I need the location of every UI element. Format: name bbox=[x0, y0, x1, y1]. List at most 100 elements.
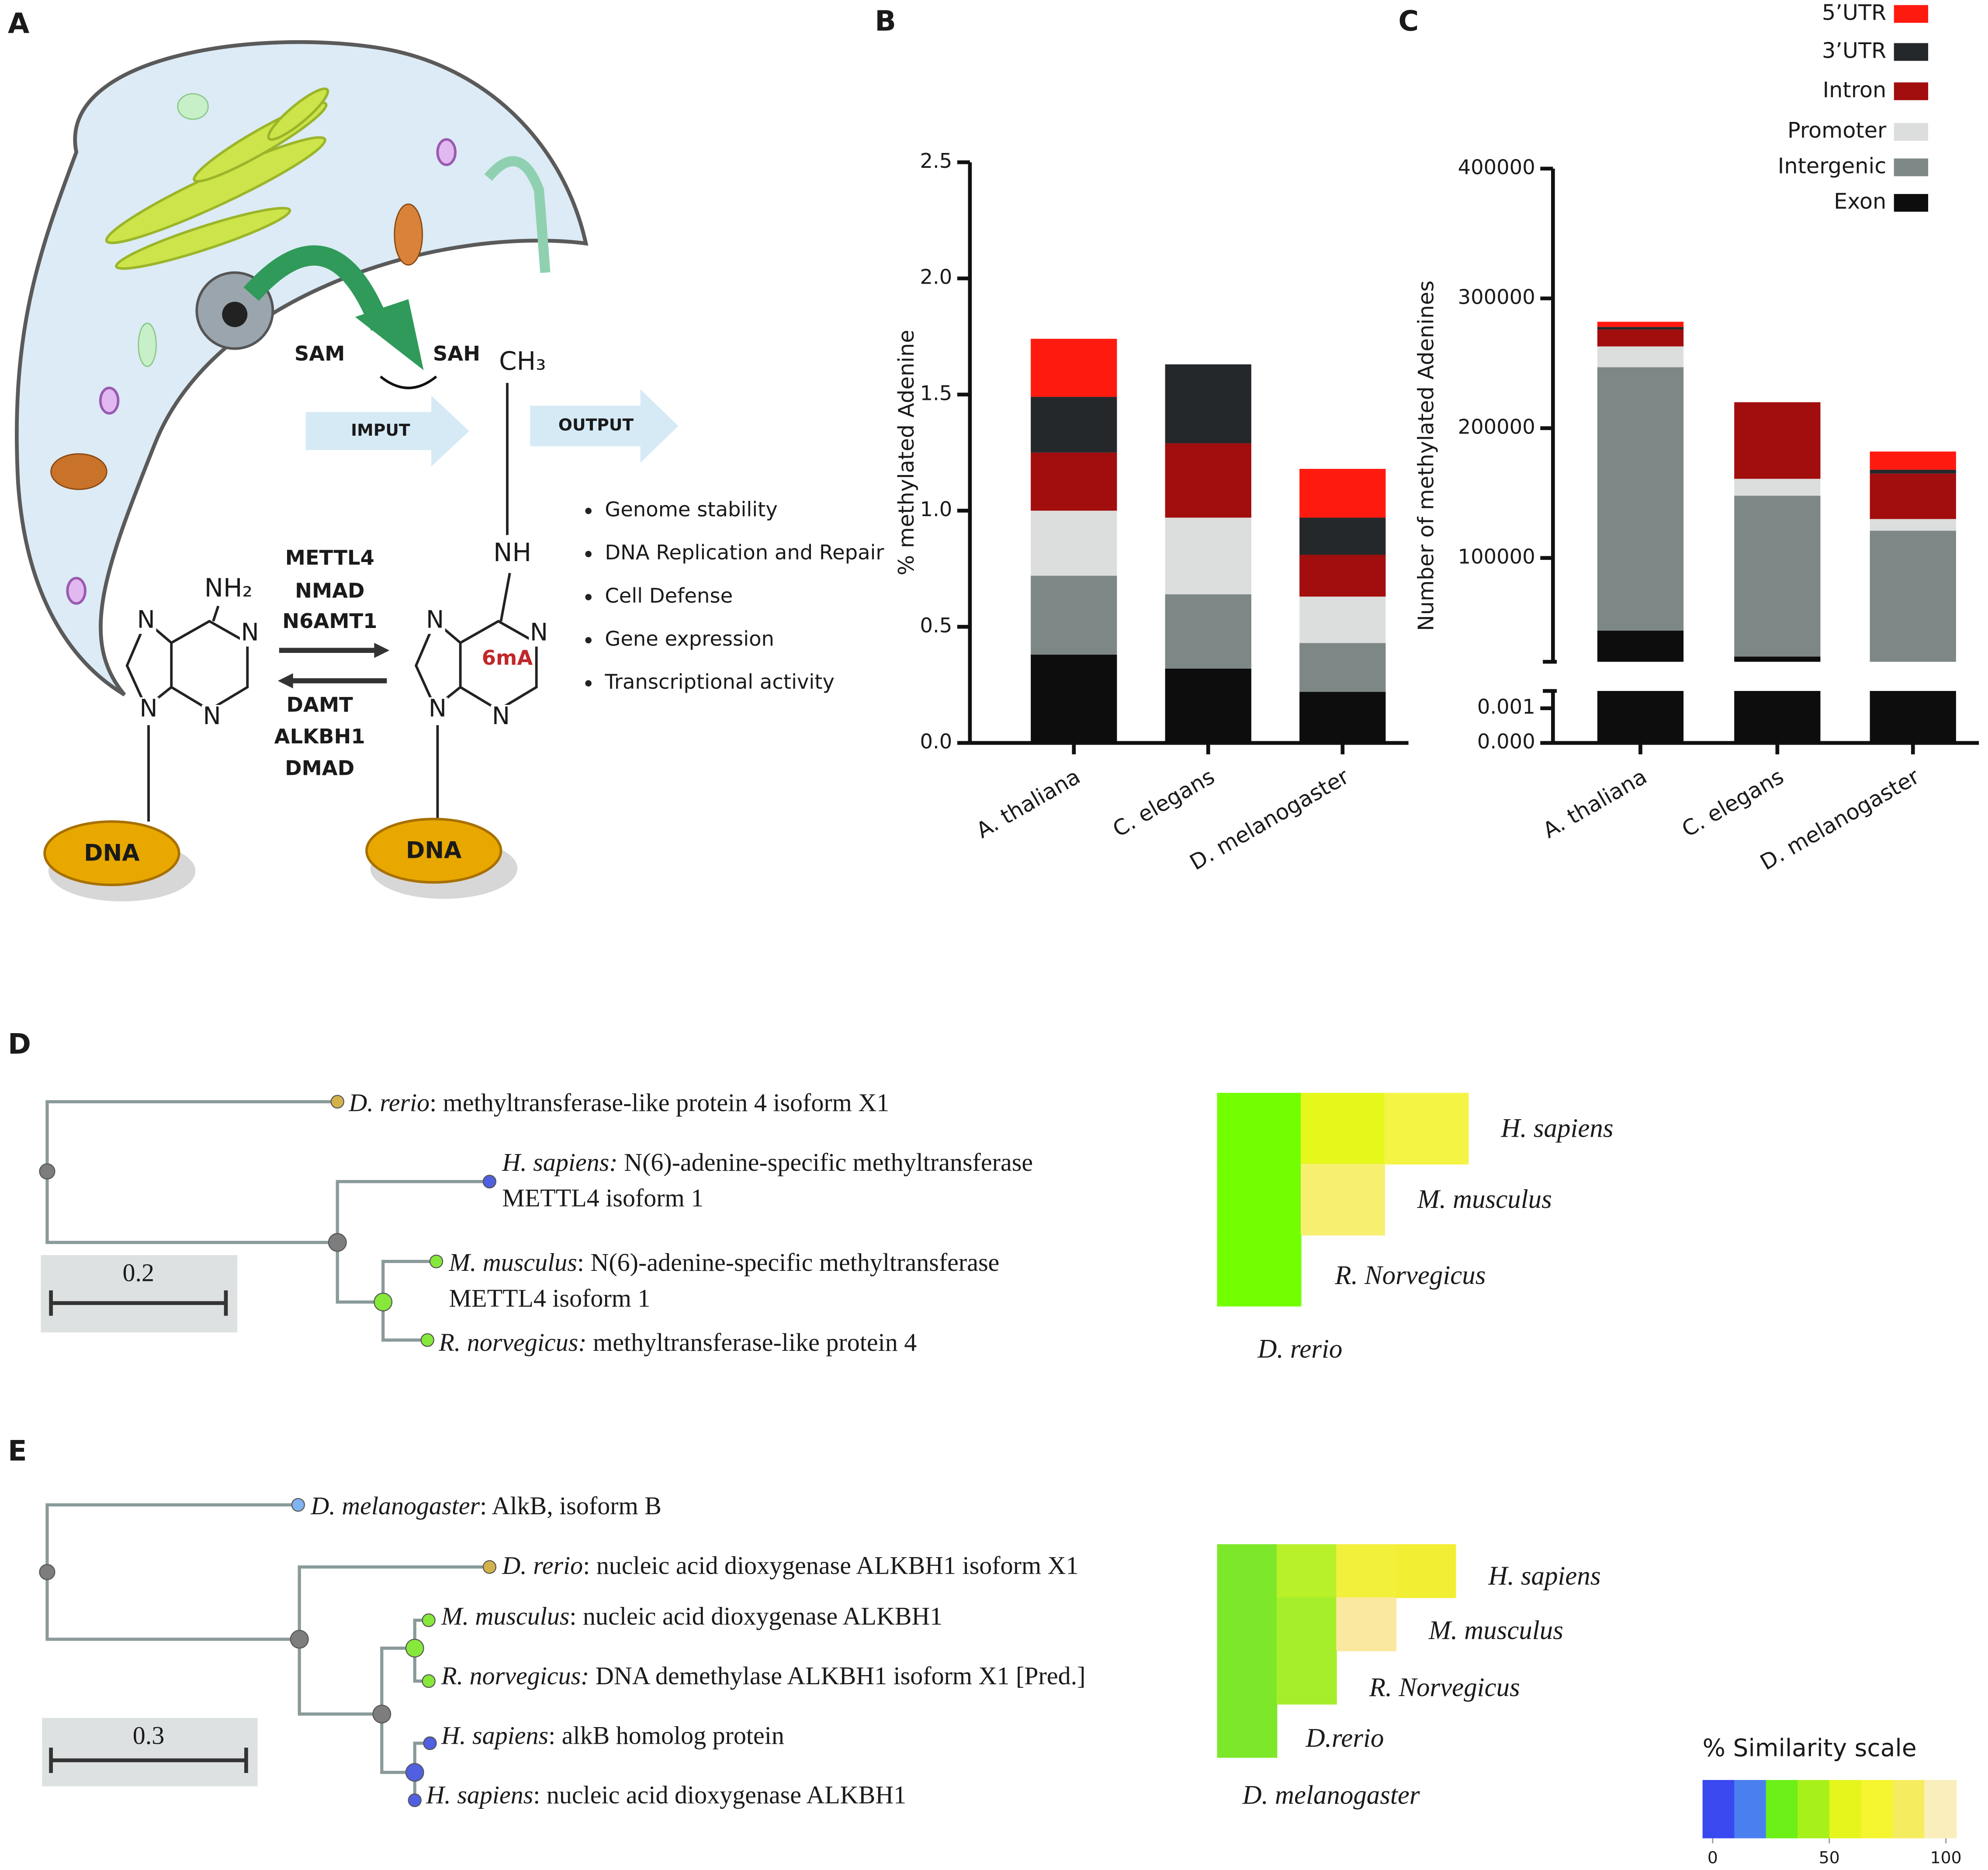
atom-label: N bbox=[139, 694, 157, 722]
leaf-description: N(6)-adenine-specific methyltransferase bbox=[618, 1148, 1033, 1176]
leaf-description: DNA demethylase ALKBH1 isoform X1 [Pred.… bbox=[589, 1662, 1085, 1690]
y-tick-label: 200000 bbox=[1458, 415, 1535, 438]
leaf-description: : nucleic acid dioxygenase ALKBH1 bbox=[569, 1602, 942, 1631]
bar-segment bbox=[1734, 479, 1821, 496]
heatmap-cell bbox=[1276, 1651, 1337, 1705]
bullet bbox=[585, 594, 592, 600]
tree-node bbox=[405, 1638, 424, 1658]
y-tick-label: 2.0 bbox=[920, 265, 952, 289]
bar-segment bbox=[1870, 473, 1956, 519]
bar-segment bbox=[1299, 555, 1386, 597]
atom-label: N bbox=[137, 606, 155, 634]
leaf-species: R. norvegicus: bbox=[438, 1328, 586, 1357]
bond bbox=[212, 605, 220, 622]
tree-node bbox=[408, 1793, 422, 1808]
output-item: Transcriptional activity bbox=[604, 670, 835, 694]
dna-label: DNA bbox=[406, 837, 462, 864]
tree-node bbox=[422, 1613, 436, 1627]
heatmap-label: H. sapiens bbox=[1500, 1114, 1613, 1143]
atom-bg bbox=[425, 608, 445, 634]
leaf-description: : AlkB, isoform B bbox=[480, 1492, 662, 1520]
bar-segment bbox=[1031, 397, 1117, 453]
leaf-label: H. sapiens: N(6)-adenine-specific methyl… bbox=[502, 1148, 1033, 1176]
heatmap-cell bbox=[1336, 1597, 1397, 1651]
bar-segment bbox=[1870, 531, 1956, 662]
atom-label: N bbox=[492, 702, 510, 730]
atom-label: NH₂ bbox=[204, 573, 253, 603]
legend-swatch bbox=[1894, 5, 1929, 23]
heatmap-label: M. musculus bbox=[1417, 1185, 1552, 1214]
leaf-description: : alkB homolog protein bbox=[548, 1721, 784, 1750]
leaf-species: H. sapiens: bbox=[502, 1148, 617, 1176]
bar-segment bbox=[1870, 451, 1956, 470]
bar-segment bbox=[1299, 517, 1386, 555]
leaf-label: M. musculus: nucleic acid dioxygenase AL… bbox=[441, 1602, 942, 1631]
heatmap-cell bbox=[1301, 1164, 1385, 1236]
scale-swatch bbox=[1892, 1780, 1925, 1839]
tree-node bbox=[482, 1560, 497, 1574]
bar-segment bbox=[1597, 691, 1684, 743]
heatmap-cell bbox=[1276, 1597, 1337, 1651]
scale-label: 0.2 bbox=[123, 1259, 155, 1287]
bar-segment bbox=[1165, 364, 1251, 444]
bullet bbox=[585, 507, 592, 514]
leaf-species: D. rerio bbox=[502, 1551, 583, 1580]
legend-label: 3’UTR bbox=[1822, 38, 1886, 63]
branch bbox=[45, 1100, 338, 1244]
leaf-label: H. sapiens: alkB homolog protein bbox=[441, 1721, 784, 1750]
leaf-description: methyltransferase-like protein 4 bbox=[587, 1328, 917, 1357]
leaf-label: METTL4 isoform 1 bbox=[449, 1284, 651, 1312]
panel-label: D bbox=[8, 1028, 31, 1061]
mark-label: 6mA bbox=[482, 646, 533, 670]
golgi bbox=[267, 87, 329, 141]
leaf-species: H. sapiens bbox=[441, 1721, 548, 1750]
heatmap-cell bbox=[1217, 1235, 1302, 1307]
enzyme-label: DAMT bbox=[287, 693, 353, 716]
y-tick-label: 0.000 bbox=[1477, 729, 1535, 753]
tree-node bbox=[422, 1674, 436, 1688]
leaf-label: D. melanogaster: AlkB, isoform B bbox=[310, 1492, 662, 1520]
atom-bg bbox=[201, 704, 222, 730]
bar-segment bbox=[1031, 576, 1117, 655]
vesicle bbox=[99, 386, 120, 415]
tree-node bbox=[374, 1292, 393, 1311]
green-arrow-head bbox=[355, 299, 424, 371]
heatmap-cell bbox=[1217, 1703, 1278, 1758]
legend-swatch bbox=[1894, 123, 1929, 141]
output-item: DNA Replication and Repair bbox=[605, 541, 884, 564]
green-arrow bbox=[243, 245, 390, 331]
leaf-species: H. sapiens bbox=[426, 1781, 533, 1809]
dna-label: DNA bbox=[84, 840, 140, 866]
vesicle bbox=[138, 323, 157, 367]
atom-label: N bbox=[426, 606, 444, 634]
scale-title: % Similarity scale bbox=[1703, 1734, 1917, 1762]
bar-segment bbox=[1031, 452, 1117, 511]
tree-node bbox=[39, 1163, 55, 1180]
bar-segment bbox=[1165, 668, 1251, 743]
tree-node bbox=[372, 1704, 391, 1724]
ring bbox=[170, 620, 249, 711]
atom-label: N bbox=[429, 694, 447, 722]
heatmap-cell bbox=[1217, 1093, 1302, 1165]
bar-segment bbox=[1597, 631, 1684, 662]
leaf-species: R. norvegicus: bbox=[441, 1662, 589, 1690]
scale-tick-label: 100 bbox=[1930, 1848, 1962, 1867]
atom-bg bbox=[138, 697, 159, 723]
enzyme-label: METTL4 bbox=[285, 546, 374, 569]
atom-bg bbox=[529, 621, 549, 647]
leaf-description: : N(6)-adenine-specific methyltransferas… bbox=[577, 1249, 999, 1277]
leaf-label: METTL4 isoform 1 bbox=[502, 1184, 703, 1212]
legend-swatch bbox=[1894, 43, 1929, 61]
legend-label: Intergenic bbox=[1778, 153, 1887, 178]
heatmap-cell bbox=[1217, 1544, 1278, 1598]
bar-segment bbox=[1734, 691, 1821, 743]
heatmap-label: M. musculus bbox=[1428, 1616, 1563, 1645]
y-tick-label: 100000 bbox=[1458, 545, 1535, 568]
mitochondrion bbox=[50, 453, 107, 490]
leaf-label: R. norvegicus: DNA demethylase ALKBH1 is… bbox=[441, 1662, 1085, 1690]
panel-label: A bbox=[8, 8, 30, 40]
legend-label: 5’UTR bbox=[1822, 0, 1886, 25]
atom-bg bbox=[491, 704, 511, 730]
bar-segment bbox=[1870, 469, 1956, 474]
